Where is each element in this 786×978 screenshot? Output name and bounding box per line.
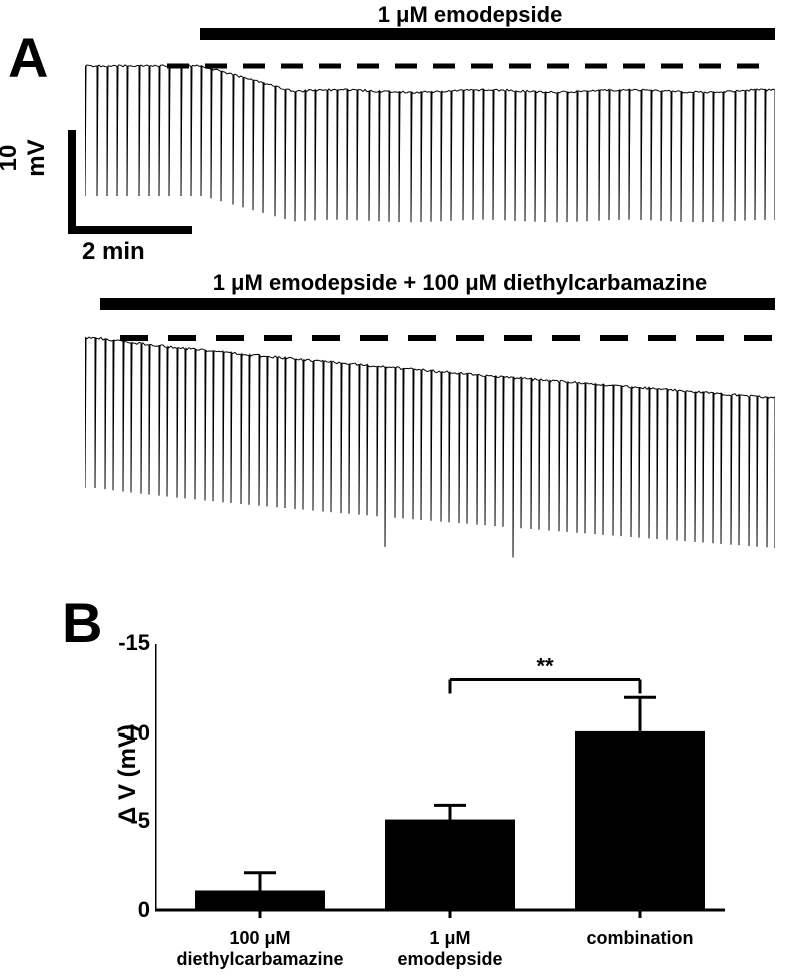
trace2-container <box>85 320 775 570</box>
panel-a-letter: A <box>8 25 48 90</box>
ytick-1: -10 <box>108 720 150 746</box>
trace2-treatment-label: 1 μM emodepside + 100 μM diethylcarbamaz… <box>150 270 770 296</box>
cat-label-0: 100 μM diethylcarbamazine <box>160 928 360 969</box>
scale-time-label: 2 min <box>82 238 145 266</box>
figure-page: A 1 μM emodepside 10 mV 2 min 1 μM emode… <box>0 0 786 978</box>
trace1-treatment-label: 1 μM emodepside <box>260 2 680 28</box>
bar-plot: ** <box>155 640 735 920</box>
cat-label-2: combination <box>550 928 730 949</box>
ytick-2: -5 <box>108 808 150 834</box>
ytick-0: -15 <box>108 630 150 656</box>
panel-b-letter: B <box>62 590 102 655</box>
scale-mV-label: 10 mV <box>0 123 51 193</box>
bar-plot-svg: ** <box>155 640 735 920</box>
trace2-svg <box>85 320 775 570</box>
trace1-treatment-bar <box>200 28 775 40</box>
cat-label-1: 1 μM emodepside <box>370 928 530 969</box>
svg-text:**: ** <box>536 653 554 678</box>
trace2-treatment-bar <box>100 298 775 310</box>
ytick-3: 0 <box>124 897 150 923</box>
